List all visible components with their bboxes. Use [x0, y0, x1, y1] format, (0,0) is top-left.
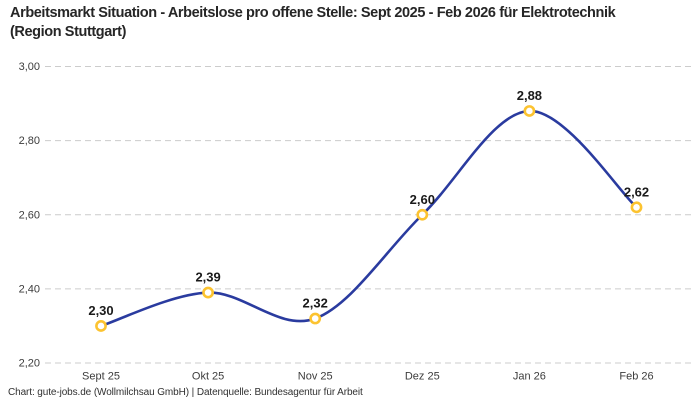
x-axis-tick-label: Okt 25: [192, 371, 224, 383]
data-point-label: 2,88: [517, 88, 542, 103]
series-line: [99, 109, 638, 328]
chart-title: Arbeitsmarkt Situation - Arbeitslose pro…: [10, 5, 616, 41]
x-axis-tick-label: Sept 25: [82, 371, 120, 383]
x-axis-tick-label: Jan 26: [513, 371, 546, 383]
y-axis-tick-label: 3,00: [19, 61, 40, 73]
x-axis-tick-label: Nov 25: [298, 371, 333, 383]
data-point-marker: [630, 201, 643, 214]
data-point-marker: [95, 320, 107, 332]
data-point-marker: [416, 208, 429, 221]
y-axis-tick-label: 2,80: [19, 135, 40, 147]
data-point-marker: [309, 312, 322, 325]
y-axis-tick-label: 2,20: [19, 358, 40, 370]
data-point-label: 2,30: [88, 303, 113, 318]
x-axis-tick-label: Dez 25: [405, 371, 440, 383]
data-point-label: 2,62: [624, 184, 649, 199]
data-point-marker: [202, 286, 214, 299]
data-point-label: 2,39: [195, 270, 220, 285]
data-point-label: 2,32: [303, 296, 328, 311]
x-axis-tick-label: Feb 26: [619, 371, 653, 383]
data-point-marker: [523, 105, 536, 117]
data-point-label: 2,60: [410, 192, 435, 207]
y-axis-tick-label: 2,40: [19, 283, 40, 295]
chart-source-credit: Chart: gute-jobs.de (Wollmilchsau GmbH) …: [8, 387, 363, 398]
y-axis-tick-label: 2,60: [19, 209, 40, 221]
